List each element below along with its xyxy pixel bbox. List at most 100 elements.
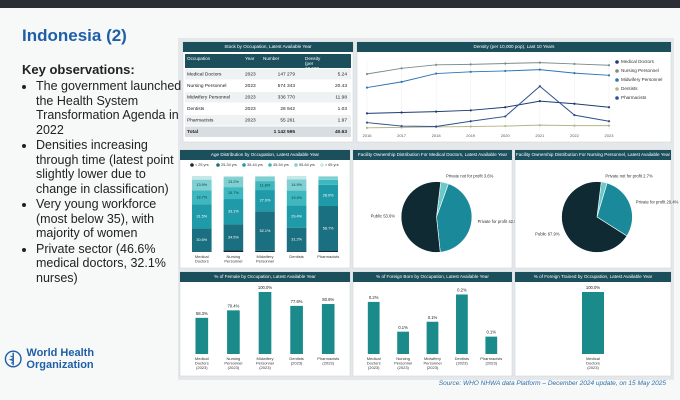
table-cell: 574 343 xyxy=(278,83,296,89)
panel-header xyxy=(183,42,353,52)
table-cell: Dentists xyxy=(187,106,205,112)
x-tick-label: 2020 xyxy=(501,133,511,138)
table-cell: 2023 xyxy=(245,71,256,77)
table-cell: Midwifery Personnel xyxy=(187,94,230,100)
legend-label: > 65 yrs xyxy=(325,163,339,167)
data-label: 70.4% xyxy=(227,303,239,308)
table-row xyxy=(185,92,351,103)
series-line xyxy=(366,62,610,75)
legend-label: < 25 yrs xyxy=(195,163,209,167)
slice-category: Private not for profit xyxy=(446,174,483,179)
bar-segment xyxy=(223,224,244,251)
data-label: 18.7% xyxy=(196,195,207,199)
bar-segment xyxy=(192,204,212,229)
series-point xyxy=(573,62,576,66)
logo-text: World Health Organization xyxy=(26,347,95,371)
series-point xyxy=(538,85,541,88)
series-point xyxy=(435,72,438,75)
panel-header xyxy=(353,272,512,282)
table-cell: 5.24 xyxy=(338,71,348,77)
data-label: 31.5% xyxy=(196,214,207,218)
x-tick-label: 2022 xyxy=(570,133,580,138)
slice-category: Public xyxy=(535,232,546,237)
x-tick-label: Dentists xyxy=(289,254,303,259)
series-point xyxy=(573,102,576,105)
panel-title: % of Female by Occupation, Latest Availa… xyxy=(214,274,316,279)
bar-segment xyxy=(223,187,244,200)
legend-label: Dentists xyxy=(621,86,638,91)
pie-slice xyxy=(596,182,633,237)
series-point xyxy=(607,120,611,123)
series-point xyxy=(400,111,403,114)
bullet-list: The government launched the Health Syste… xyxy=(22,79,182,285)
series-point xyxy=(469,125,472,128)
legend-marker xyxy=(268,163,272,167)
bar-segment xyxy=(192,228,212,252)
legend-label: Pharmacists xyxy=(621,95,647,100)
panel xyxy=(179,271,351,377)
bar-segment xyxy=(192,179,212,191)
series-point xyxy=(435,110,438,113)
x-tick-label: Medical Doctors (2023) xyxy=(367,356,381,370)
table-cell: 147 279 xyxy=(278,71,296,77)
table-cell: Pharmacists xyxy=(187,117,214,123)
data-label: 58.7% xyxy=(323,226,334,230)
bar-segment xyxy=(318,184,338,207)
bar-segment xyxy=(286,176,307,180)
x-tick-label: Midwifery Personnel (2023) xyxy=(256,356,274,370)
column-header: Year xyxy=(245,56,255,61)
legend-label: 45-54 yrs xyxy=(273,163,289,167)
series-line xyxy=(366,100,610,114)
pie-slice xyxy=(436,183,473,253)
series-point xyxy=(538,61,541,64)
legend-marker xyxy=(615,60,619,64)
data-label: 11.8% xyxy=(260,184,271,188)
series-point xyxy=(365,72,369,76)
bar-segment xyxy=(286,205,307,228)
series-point xyxy=(607,74,611,77)
slice-category: Private for profit xyxy=(478,219,508,224)
bar-segment xyxy=(255,190,275,212)
legend-marker xyxy=(242,163,246,167)
x-tick-label: Dentists (2023) xyxy=(455,356,469,365)
slice-label: Public 53.6% xyxy=(371,214,396,219)
x-tick-label: 2018 xyxy=(432,133,442,138)
slice-value: 2.7% xyxy=(643,174,653,179)
table-cell: 55 261 xyxy=(280,117,295,123)
panel-header xyxy=(357,42,671,52)
bar xyxy=(456,294,468,354)
bar xyxy=(290,305,303,354)
data-label: 13.9% xyxy=(196,183,207,187)
panel-header xyxy=(515,150,671,160)
table-cell: 1.03 xyxy=(338,106,348,112)
data-label: 19.4% xyxy=(291,196,302,200)
legend-marker xyxy=(615,96,619,100)
bar xyxy=(426,321,439,354)
table-cell: 40.63 xyxy=(335,129,347,135)
data-label: 13.2% xyxy=(228,180,239,184)
table-header-row xyxy=(185,54,351,68)
table-row xyxy=(185,115,351,126)
bar-segment xyxy=(318,176,338,180)
series-line xyxy=(366,85,610,128)
slice-category: Private not for profit xyxy=(605,174,642,179)
series-point xyxy=(504,69,507,73)
table-cell: 11.98 xyxy=(335,94,347,100)
table-cell: 20.43 xyxy=(335,83,347,89)
panel-title: % of Foreign Trained by Occupation, Late… xyxy=(534,274,653,279)
x-tick-label: Nursing Personnel (2023) xyxy=(394,356,412,370)
bar-segment xyxy=(255,211,275,251)
table-cell: 2023 xyxy=(245,106,256,112)
source: Source: WHO NHWA data Platform – Decembe… xyxy=(438,380,666,387)
series-point xyxy=(469,109,472,112)
legend-label: Nursing Personnel xyxy=(621,68,659,73)
bar-segment xyxy=(255,181,275,191)
legend-marker xyxy=(615,69,619,73)
series-point xyxy=(469,120,472,123)
bar-segment xyxy=(223,250,244,252)
bar-segment xyxy=(318,250,338,252)
bar-segment xyxy=(286,251,307,252)
table-cell: Medical Doctors xyxy=(187,71,222,77)
data-label: 100.0% xyxy=(258,285,272,290)
bullet: The government launched the Health Syste… xyxy=(36,79,182,137)
